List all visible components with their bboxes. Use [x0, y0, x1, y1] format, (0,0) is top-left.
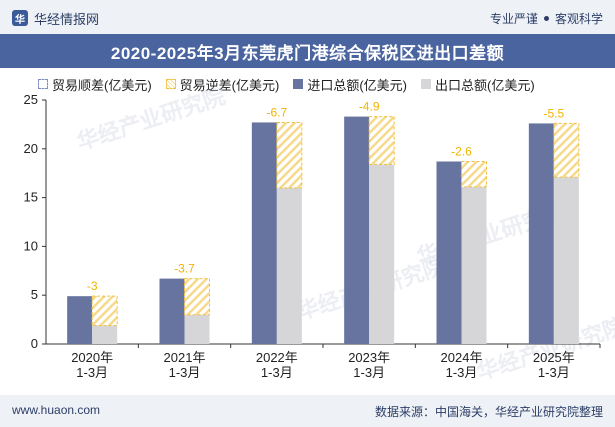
bar-import [528, 123, 554, 344]
data-label-deficit: -2.6 [451, 144, 472, 158]
brand-logo-icon: 华 [12, 10, 28, 26]
footer-bar: www.huaon.com 数据来源：中国海关，华经产业研究院整理 [0, 395, 615, 427]
x-tick-label: 2021年 [164, 350, 206, 365]
bar-export [92, 325, 118, 344]
brand-name: 华经情报网 [34, 11, 100, 27]
data-label-deficit: -4.9 [359, 100, 380, 114]
legend-label-deficit: 贸易逆差(亿美元) [179, 77, 280, 93]
bar-deficit [461, 160, 487, 188]
watermark-text: 华经产业研究院 [74, 83, 228, 154]
legend-item-import: 进口总额(亿美元) [293, 75, 407, 94]
legend-item-surplus: 贸易顺差(亿美元) [38, 75, 152, 94]
bar-deficit [276, 121, 303, 189]
y-tick-label: 15 [24, 190, 38, 205]
chart-title: 2020-2025年3月东莞虎门港综合保税区进出口差额 [110, 43, 505, 63]
bar-deficit [91, 295, 118, 326]
legend: 贸易顺差(亿美元) 贸易逆差(亿美元) 进口总额(亿美元) 出口总额(亿美元) [38, 74, 535, 94]
legend-item-deficit: 贸易逆差(亿美元) [165, 75, 280, 94]
legend-swatch-export [421, 79, 432, 89]
y-tick-label: 0 [31, 336, 38, 351]
bar-import [344, 116, 370, 344]
legend-swatch-deficit [165, 79, 176, 89]
bar-export [276, 187, 302, 344]
data-label-deficit: -3.7 [174, 262, 195, 276]
brand: 华 华经情报网 [12, 9, 99, 27]
bar-export [369, 164, 395, 344]
tagline: 专业严谨 客观科学 [490, 10, 603, 27]
top-bar: 华 华经情报网 专业严谨 客观科学 [0, 0, 615, 34]
x-tick-label: 1-3月 [169, 365, 201, 380]
legend-item-export: 出口总额(亿美元) [421, 75, 535, 94]
bar-deficit [184, 278, 210, 316]
x-tick-label: 2025年 [533, 350, 575, 365]
legend-label-import: 进口总额(亿美元) [307, 77, 408, 93]
x-tick-label: 1-3月 [538, 365, 570, 380]
legend-swatch-surplus [38, 79, 48, 89]
x-tick-label: 1-3月 [353, 365, 385, 380]
y-tick-label: 20 [24, 141, 38, 156]
y-tick-label: 25 [24, 92, 38, 107]
bar-export [553, 177, 579, 344]
x-tick-label: 2020年 [71, 350, 113, 365]
bar-export [461, 186, 487, 344]
data-label-deficit: -6.7 [266, 105, 287, 119]
bar-import [251, 122, 277, 344]
footer-url: www.huaon.com [12, 403, 101, 417]
bullet-icon [543, 16, 549, 21]
x-tick-label: 1-3月 [446, 365, 478, 380]
tagline-right: 客观科学 [554, 12, 603, 26]
bar-import [67, 296, 93, 344]
data-label-deficit: -5.5 [543, 106, 564, 120]
y-tick-label: 5 [31, 287, 38, 302]
data-label-deficit: -3 [87, 279, 98, 293]
title-bar: 2020-2025年3月东莞虎门港综合保税区进出口差额 [0, 34, 615, 68]
x-tick-label: 1-3月 [261, 365, 293, 380]
legend-label-surplus: 贸易顺差(亿美元) [52, 77, 152, 93]
x-tick-label: 2022年 [256, 350, 298, 365]
legend-label-export: 出口总额(亿美元) [435, 77, 535, 93]
x-tick-label: 2023年 [348, 350, 390, 365]
tagline-left: 专业严谨 [489, 12, 538, 26]
legend-swatch-import [293, 79, 304, 89]
bar-import [159, 278, 185, 344]
footer-source: 数据来源：中国海关，华经产业研究院整理 [374, 405, 603, 419]
bar-deficit [368, 116, 395, 165]
x-tick-label: 2024年 [441, 350, 483, 365]
x-tick-label: 1-3月 [76, 365, 108, 380]
y-tick-label: 10 [24, 238, 38, 253]
bar-deficit [553, 122, 580, 178]
bar-export [184, 314, 210, 344]
bar-import [436, 161, 462, 344]
